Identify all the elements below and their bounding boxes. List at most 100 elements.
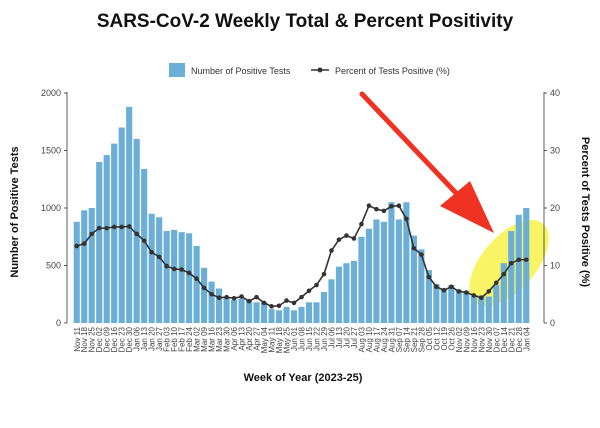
bar — [290, 310, 298, 323]
percent-point — [104, 225, 110, 231]
x-tick-label: Nov 23 — [477, 326, 486, 352]
bar — [253, 302, 260, 323]
bar — [388, 202, 395, 323]
x-tick-label: Mar 09 — [200, 326, 209, 351]
x-tick-label: Dec 14 — [500, 326, 509, 352]
x-tick-label: Sep 28 — [417, 326, 426, 352]
bar — [88, 208, 95, 323]
y-right-tick-label: 30 — [550, 146, 560, 156]
percent-point — [186, 270, 192, 276]
bar — [268, 309, 275, 323]
percent-point — [321, 271, 327, 277]
percent-point — [156, 254, 162, 260]
percent-point — [329, 248, 334, 253]
bar — [178, 232, 185, 323]
bar — [148, 213, 155, 323]
y-right-tick-label: 10 — [550, 261, 560, 271]
bar — [73, 221, 80, 323]
percent-point — [276, 303, 282, 309]
legend: Number of Positive Tests Percent of Test… — [169, 63, 450, 77]
bar — [201, 267, 208, 323]
x-tick-label: Jan 06 — [133, 326, 142, 351]
bar — [208, 281, 215, 323]
bar — [313, 302, 320, 323]
bar — [126, 106, 133, 323]
bar — [373, 219, 380, 323]
percent-point — [336, 237, 342, 242]
x-tick-label: Jul 20 — [342, 326, 351, 348]
percent-point — [456, 289, 462, 294]
percent-point — [516, 257, 522, 263]
bar — [493, 285, 500, 323]
x-tick-label: Mar 02 — [193, 326, 202, 351]
percent-point — [299, 294, 304, 300]
x-tick-label: Sep 14 — [402, 326, 411, 352]
percent-point — [479, 295, 484, 301]
bar — [448, 285, 455, 323]
bar — [245, 300, 253, 323]
bar — [508, 231, 515, 323]
percent-point — [366, 203, 372, 208]
arrow-shaft — [359, 91, 459, 196]
x-tick-label: Jan 13 — [140, 326, 149, 351]
x-tick-label: Jun 01 — [290, 326, 299, 351]
x-tick-label: Nov 25 — [88, 326, 97, 352]
y-left-tick-label: 1000 — [41, 203, 61, 213]
percent-point — [179, 267, 184, 272]
x-tick-label: Jun 15 — [305, 326, 314, 351]
bar — [260, 302, 268, 323]
x-tick-label: Feb 24 — [185, 326, 194, 351]
percent-point — [419, 252, 424, 257]
x-tick-label: Nov 30 — [485, 326, 494, 352]
bar — [186, 233, 193, 323]
x-tick-label: Jan 20 — [148, 326, 157, 351]
percent-point — [426, 274, 432, 280]
percent-point — [314, 282, 319, 288]
x-tick-label: Aug 31 — [387, 326, 396, 352]
percent-points — [74, 203, 529, 309]
bar — [455, 289, 462, 323]
x-tick-label: May 25 — [283, 326, 292, 353]
x-tick-label: Dec 16 — [110, 326, 119, 352]
x-tick-label: May 04 — [260, 326, 269, 353]
y-left-tick-label: 0 — [56, 318, 61, 328]
bar — [298, 306, 305, 323]
bar — [231, 300, 238, 323]
percent-point — [81, 241, 87, 246]
y-left-tick-label: 2000 — [41, 88, 61, 98]
percent-point — [74, 243, 80, 249]
x-tick-label: Feb 10 — [170, 326, 179, 351]
x-tick-label: Nov 02 — [455, 326, 464, 352]
percent-point — [441, 287, 447, 293]
percent-point — [111, 224, 117, 230]
x-tick-label: Apr 13 — [238, 326, 247, 350]
x-tick-label: Dec 30 — [125, 326, 134, 352]
x-tick-label: Jul 27 — [350, 326, 359, 348]
bar — [111, 143, 118, 323]
bar — [425, 270, 432, 323]
x-tick-label: Dec 23 — [118, 326, 127, 352]
x-tick-label: Nov 18 — [80, 326, 89, 352]
percent-point — [171, 266, 177, 272]
x-tick-label: Aug 10 — [365, 326, 374, 352]
x-tick-label: Mar 16 — [208, 326, 217, 351]
percent-point — [396, 203, 402, 208]
bar — [470, 295, 477, 323]
bar — [320, 291, 328, 323]
percent-point — [501, 271, 507, 277]
x-tick-label: Oct 19 — [440, 326, 449, 350]
percent-point — [411, 245, 417, 251]
percent-point — [284, 298, 289, 303]
bar — [433, 283, 440, 323]
percent-point — [119, 224, 124, 230]
arrow-head — [440, 181, 494, 233]
percent-point — [344, 233, 349, 238]
bar — [223, 296, 230, 323]
percent-point — [464, 290, 469, 295]
percent-point — [96, 225, 102, 231]
legend-bar-label: Number of Positive Tests — [191, 66, 291, 76]
bar — [305, 302, 313, 323]
percent-point — [291, 300, 297, 306]
percent-point — [381, 208, 387, 214]
